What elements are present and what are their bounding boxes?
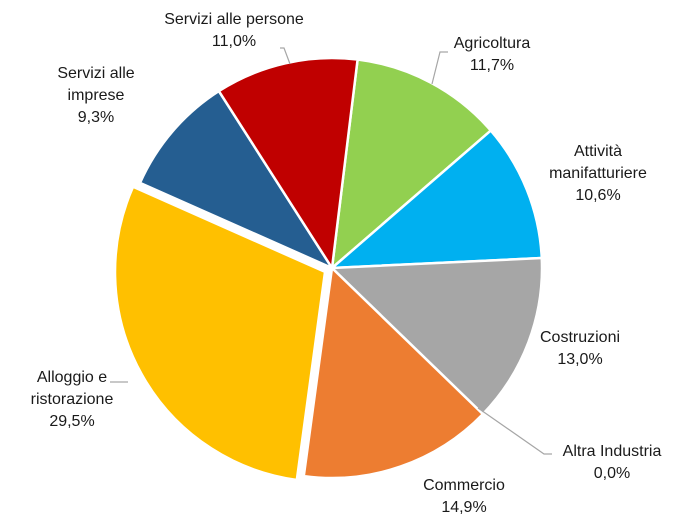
pie-slice-1 xyxy=(330,129,544,270)
pie-slices xyxy=(113,56,544,482)
pie-slice-2 xyxy=(330,256,544,416)
pie-slice-7 xyxy=(217,56,359,270)
slice-label-0: Agricoltura 11,7% xyxy=(454,35,531,74)
slice-value-2: 13,0% xyxy=(557,351,602,368)
slice-value-4: 14,9% xyxy=(441,499,486,516)
slice-name-6: Servizi alle xyxy=(57,65,134,82)
leader-lines xyxy=(110,47,552,455)
leader-line-3 xyxy=(477,407,552,455)
slice-name-1: manifatturiere xyxy=(549,165,647,182)
slice-labels: Agricoltura 11,7% Attività manifatturiere 10… xyxy=(31,11,662,516)
slice-name-5: Alloggio e xyxy=(37,369,107,386)
slice-label-5: Alloggio e ristorazione 29,5% xyxy=(31,369,114,430)
slice-name-1: Attività xyxy=(574,143,622,160)
slice-name-6: imprese xyxy=(68,87,125,104)
slice-name-0: Agricoltura xyxy=(454,35,531,52)
slice-label-7: Servizi alle persone 11,0% xyxy=(164,11,304,50)
slice-name-5: ristorazione xyxy=(31,391,114,408)
leader-line-7 xyxy=(280,47,291,65)
slice-name-3: Altra Industria xyxy=(563,443,662,460)
pie-slice-5 xyxy=(113,185,327,482)
pie-slice-4 xyxy=(302,266,485,480)
slice-label-4: Commercio 14,9% xyxy=(423,477,505,516)
leader-line-0 xyxy=(431,51,448,85)
slice-label-2: Costruzioni 13,0% xyxy=(540,329,620,368)
slice-label-6: Servizi alle imprese 9,3% xyxy=(57,65,134,126)
slice-name-2: Costruzioni xyxy=(540,329,620,346)
slice-value-6: 9,3% xyxy=(78,109,114,126)
pie-slice-6 xyxy=(138,89,334,270)
pie-slice-0 xyxy=(330,58,493,270)
slice-value-3: 0,0% xyxy=(594,465,630,482)
slice-value-7: 11,0% xyxy=(212,33,256,50)
slice-name-4: Commercio xyxy=(423,477,505,494)
slice-value-0: 11,7% xyxy=(470,57,514,74)
slice-label-3: Altra Industria 0,0% xyxy=(563,443,662,482)
slice-value-5: 29,5% xyxy=(49,413,94,430)
slice-name-7: Servizi alle persone xyxy=(164,11,304,28)
slice-value-1: 10,6% xyxy=(575,187,620,204)
slice-label-1: Attività manifatturiere 10,6% xyxy=(549,143,647,204)
